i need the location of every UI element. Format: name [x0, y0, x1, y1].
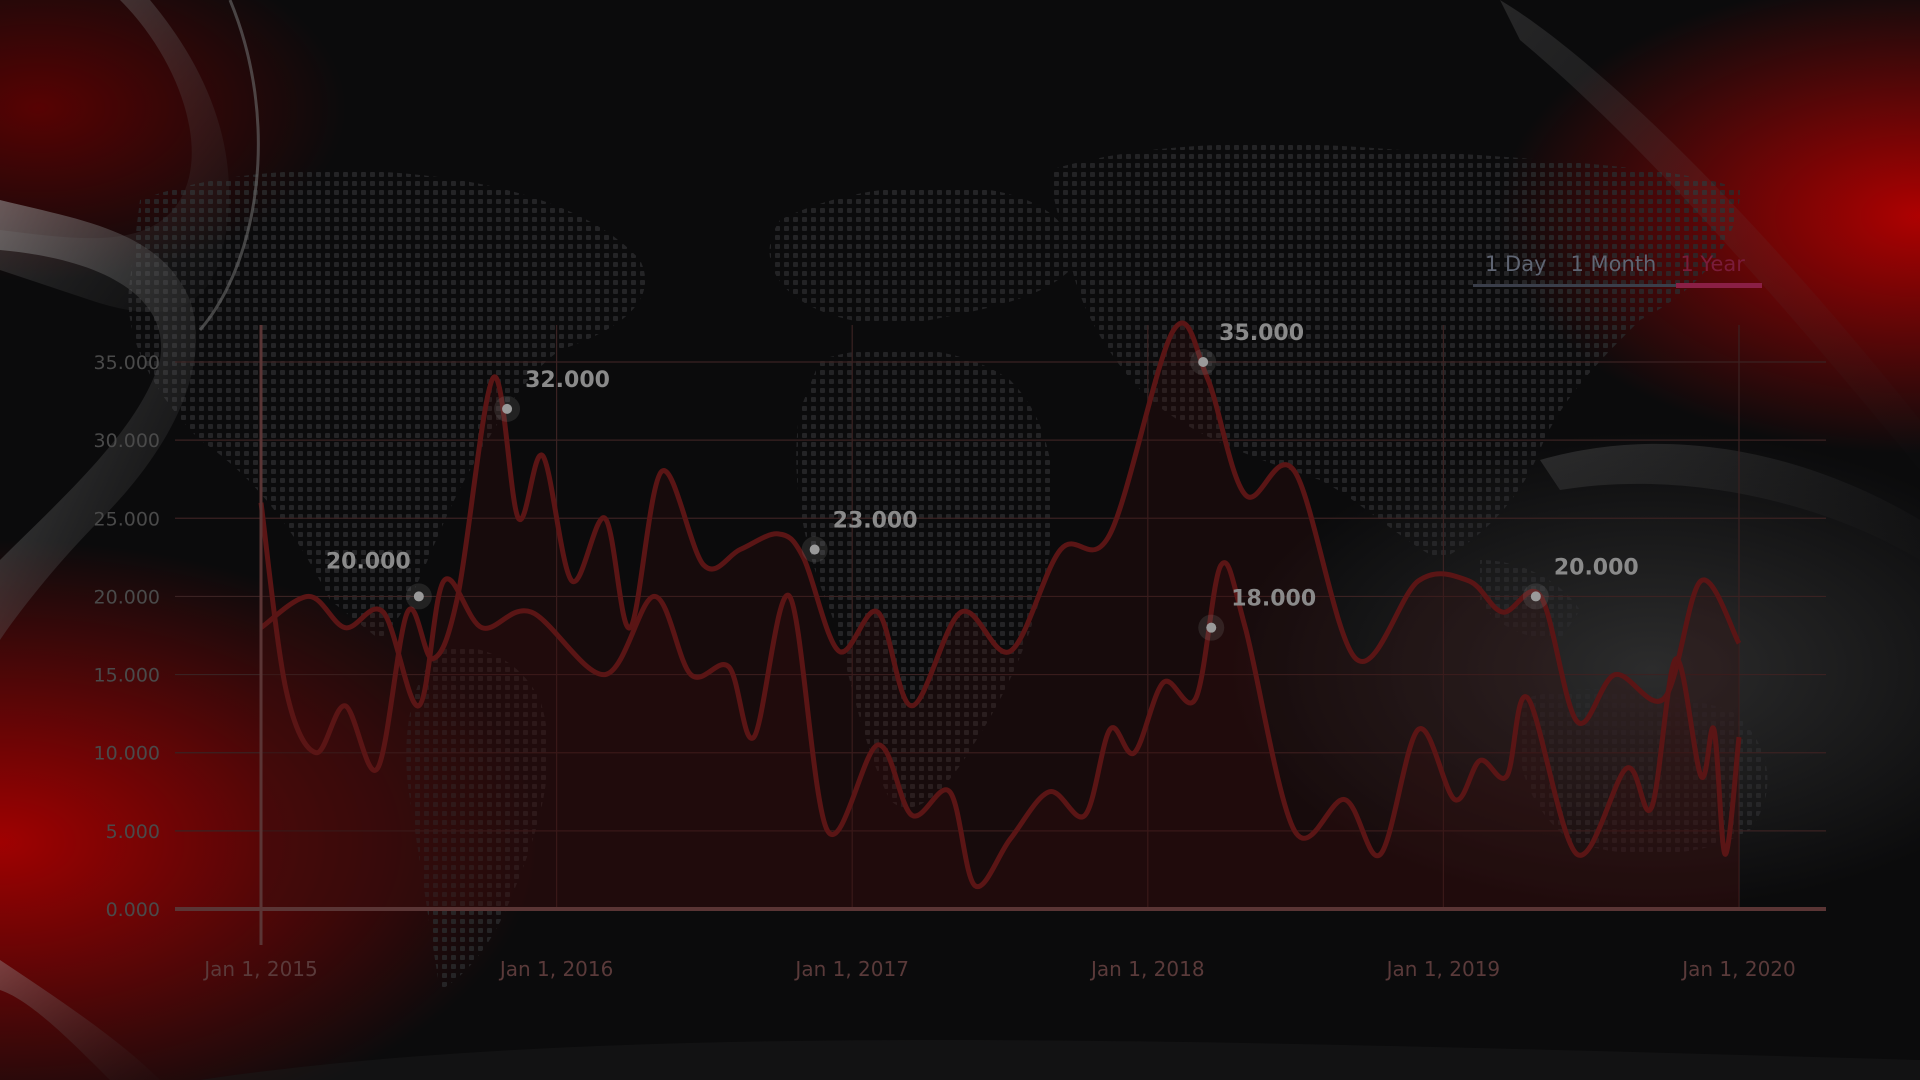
series-areas: [261, 322, 1739, 909]
y-tick-labels: 0.000 5.000 10.000 15.000 20.000 25.000 30.000…: [94, 352, 160, 921]
world-map-dots: [128, 144, 1768, 990]
series-line-1: [258, 320, 1742, 773]
x-tick-label: Jan 1, 2015: [202, 957, 318, 981]
series-line-2: [259, 560, 1742, 890]
marker-label: 23.000: [833, 509, 918, 534]
marker-label: 35.000: [1219, 321, 1304, 346]
y-tick-label: 30.000: [94, 430, 160, 452]
range-tabs: 1 Day 1 Month 1 Year: [1473, 246, 1763, 290]
marker-label: 20.000: [1554, 555, 1639, 580]
series-area-2: [261, 562, 1739, 909]
y-tick-label: 35.000: [94, 352, 160, 374]
active-tab-indicator: [1676, 283, 1762, 288]
x-tick-label: Jan 1, 2016: [498, 957, 614, 981]
x-tick-label: Jan 1, 2020: [1680, 957, 1796, 981]
x-tick-label: Jan 1, 2018: [1089, 957, 1205, 981]
marker-label: 32.000: [525, 368, 610, 393]
tab-1-month[interactable]: 1 Month: [1570, 252, 1657, 276]
marker-point[interactable]: [413, 591, 424, 602]
marker-point[interactable]: [1198, 357, 1209, 367]
series-lines: [258, 320, 1742, 890]
y-tick-label: 20.000: [94, 586, 160, 608]
marker-label: 18.000: [1231, 587, 1316, 612]
y-tick-label: 15.000: [94, 665, 160, 687]
x-tick-label: Jan 1, 2019: [1385, 957, 1501, 981]
axes: [175, 325, 1826, 945]
y-tick-label: 10.000: [94, 743, 160, 765]
y-tick-label: 0.000: [106, 899, 160, 921]
tabs-track: [1473, 284, 1761, 287]
marker-point[interactable]: [1206, 622, 1217, 633]
tab-1-year[interactable]: 1 Year: [1680, 252, 1745, 276]
series-area-1: [261, 322, 1739, 909]
marker-label: 20.000: [326, 549, 411, 574]
x-tick-labels: Jan 1, 2015 Jan 1, 2016 Jan 1, 2017 Jan 1, …: [202, 957, 1796, 981]
y-tick-label: 25.000: [94, 508, 160, 530]
marker-point[interactable]: [1530, 591, 1541, 602]
marker-point[interactable]: [502, 403, 513, 414]
marker-point[interactable]: [809, 544, 820, 555]
x-tick-label: Jan 1, 2017: [793, 957, 909, 981]
data-markers: 20.000 32.000 23.000 35.000 18.000 20.000: [326, 321, 1639, 641]
y-tick-label: 5.000: [106, 821, 160, 843]
tab-1-day[interactable]: 1 Day: [1485, 252, 1547, 276]
